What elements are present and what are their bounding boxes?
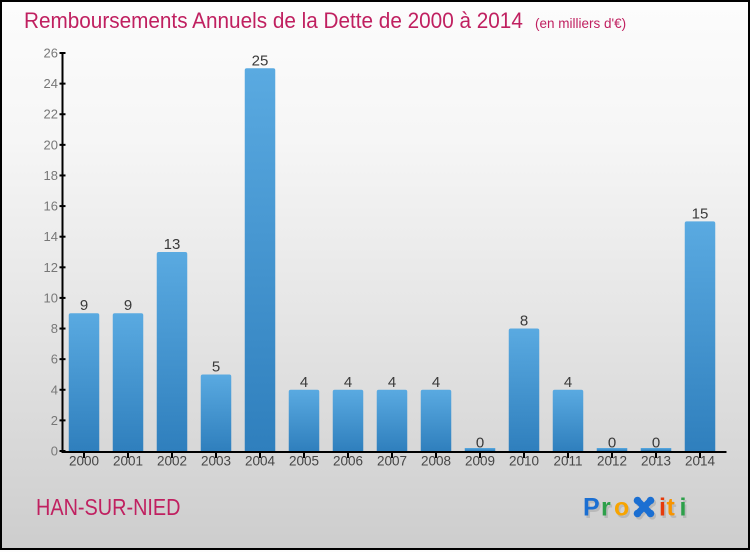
- svg-text:14: 14: [44, 229, 58, 244]
- svg-text:2000: 2000: [69, 454, 99, 469]
- svg-text:2003: 2003: [201, 454, 231, 469]
- svg-text:4: 4: [300, 374, 308, 391]
- svg-text:20: 20: [44, 137, 58, 152]
- svg-text:2008: 2008: [421, 454, 451, 469]
- svg-text:9: 9: [124, 297, 132, 314]
- svg-text:0: 0: [608, 435, 616, 452]
- svg-text:2005: 2005: [289, 454, 319, 469]
- svg-text:r: r: [601, 494, 611, 522]
- svg-text:16: 16: [44, 199, 58, 214]
- svg-text:15: 15: [692, 205, 709, 222]
- svg-text:2006: 2006: [333, 454, 363, 469]
- svg-text:0: 0: [476, 435, 484, 452]
- svg-text:2010: 2010: [509, 454, 539, 469]
- svg-text:4: 4: [344, 374, 352, 391]
- svg-text:8: 8: [51, 321, 58, 336]
- svg-text:22: 22: [44, 107, 58, 122]
- svg-text:2004: 2004: [245, 454, 276, 469]
- svg-text:4: 4: [564, 374, 572, 391]
- svg-text:2001: 2001: [113, 454, 143, 469]
- svg-text:r: r: [603, 496, 613, 524]
- svg-text:2012: 2012: [597, 454, 627, 469]
- svg-text:i: i: [681, 496, 688, 524]
- svg-text:8: 8: [520, 313, 528, 330]
- svg-text:2014: 2014: [685, 454, 716, 469]
- svg-text:i: i: [680, 494, 687, 522]
- svg-text:2009: 2009: [465, 454, 495, 469]
- svg-text:t: t: [668, 496, 677, 524]
- svg-text:10: 10: [44, 290, 58, 305]
- svg-text:0: 0: [51, 444, 58, 459]
- svg-text:25: 25: [252, 52, 269, 69]
- svg-text:18: 18: [44, 168, 58, 183]
- svg-text:13: 13: [164, 236, 181, 253]
- svg-text:t: t: [667, 494, 676, 522]
- svg-text:i: i: [661, 496, 668, 524]
- svg-text:2013: 2013: [641, 454, 671, 469]
- svg-text:12: 12: [44, 260, 58, 275]
- svg-text:2: 2: [51, 413, 58, 428]
- svg-text:2002: 2002: [157, 454, 187, 469]
- svg-text:5: 5: [212, 358, 220, 375]
- svg-text:0: 0: [652, 435, 660, 452]
- svg-text:6: 6: [51, 352, 58, 367]
- svg-text:o: o: [614, 494, 629, 522]
- svg-text:4: 4: [51, 382, 58, 397]
- svg-text:4: 4: [432, 374, 440, 391]
- svg-text:26: 26: [44, 46, 58, 61]
- svg-text:2011: 2011: [553, 454, 582, 469]
- svg-text:9: 9: [80, 297, 88, 314]
- svg-text:P: P: [583, 494, 600, 522]
- svg-text:P: P: [585, 496, 602, 524]
- svg-text:4: 4: [388, 374, 396, 391]
- svg-text:24: 24: [44, 76, 58, 91]
- svg-text:2007: 2007: [377, 454, 407, 469]
- svg-text:o: o: [616, 496, 631, 524]
- svg-text:i: i: [659, 494, 666, 522]
